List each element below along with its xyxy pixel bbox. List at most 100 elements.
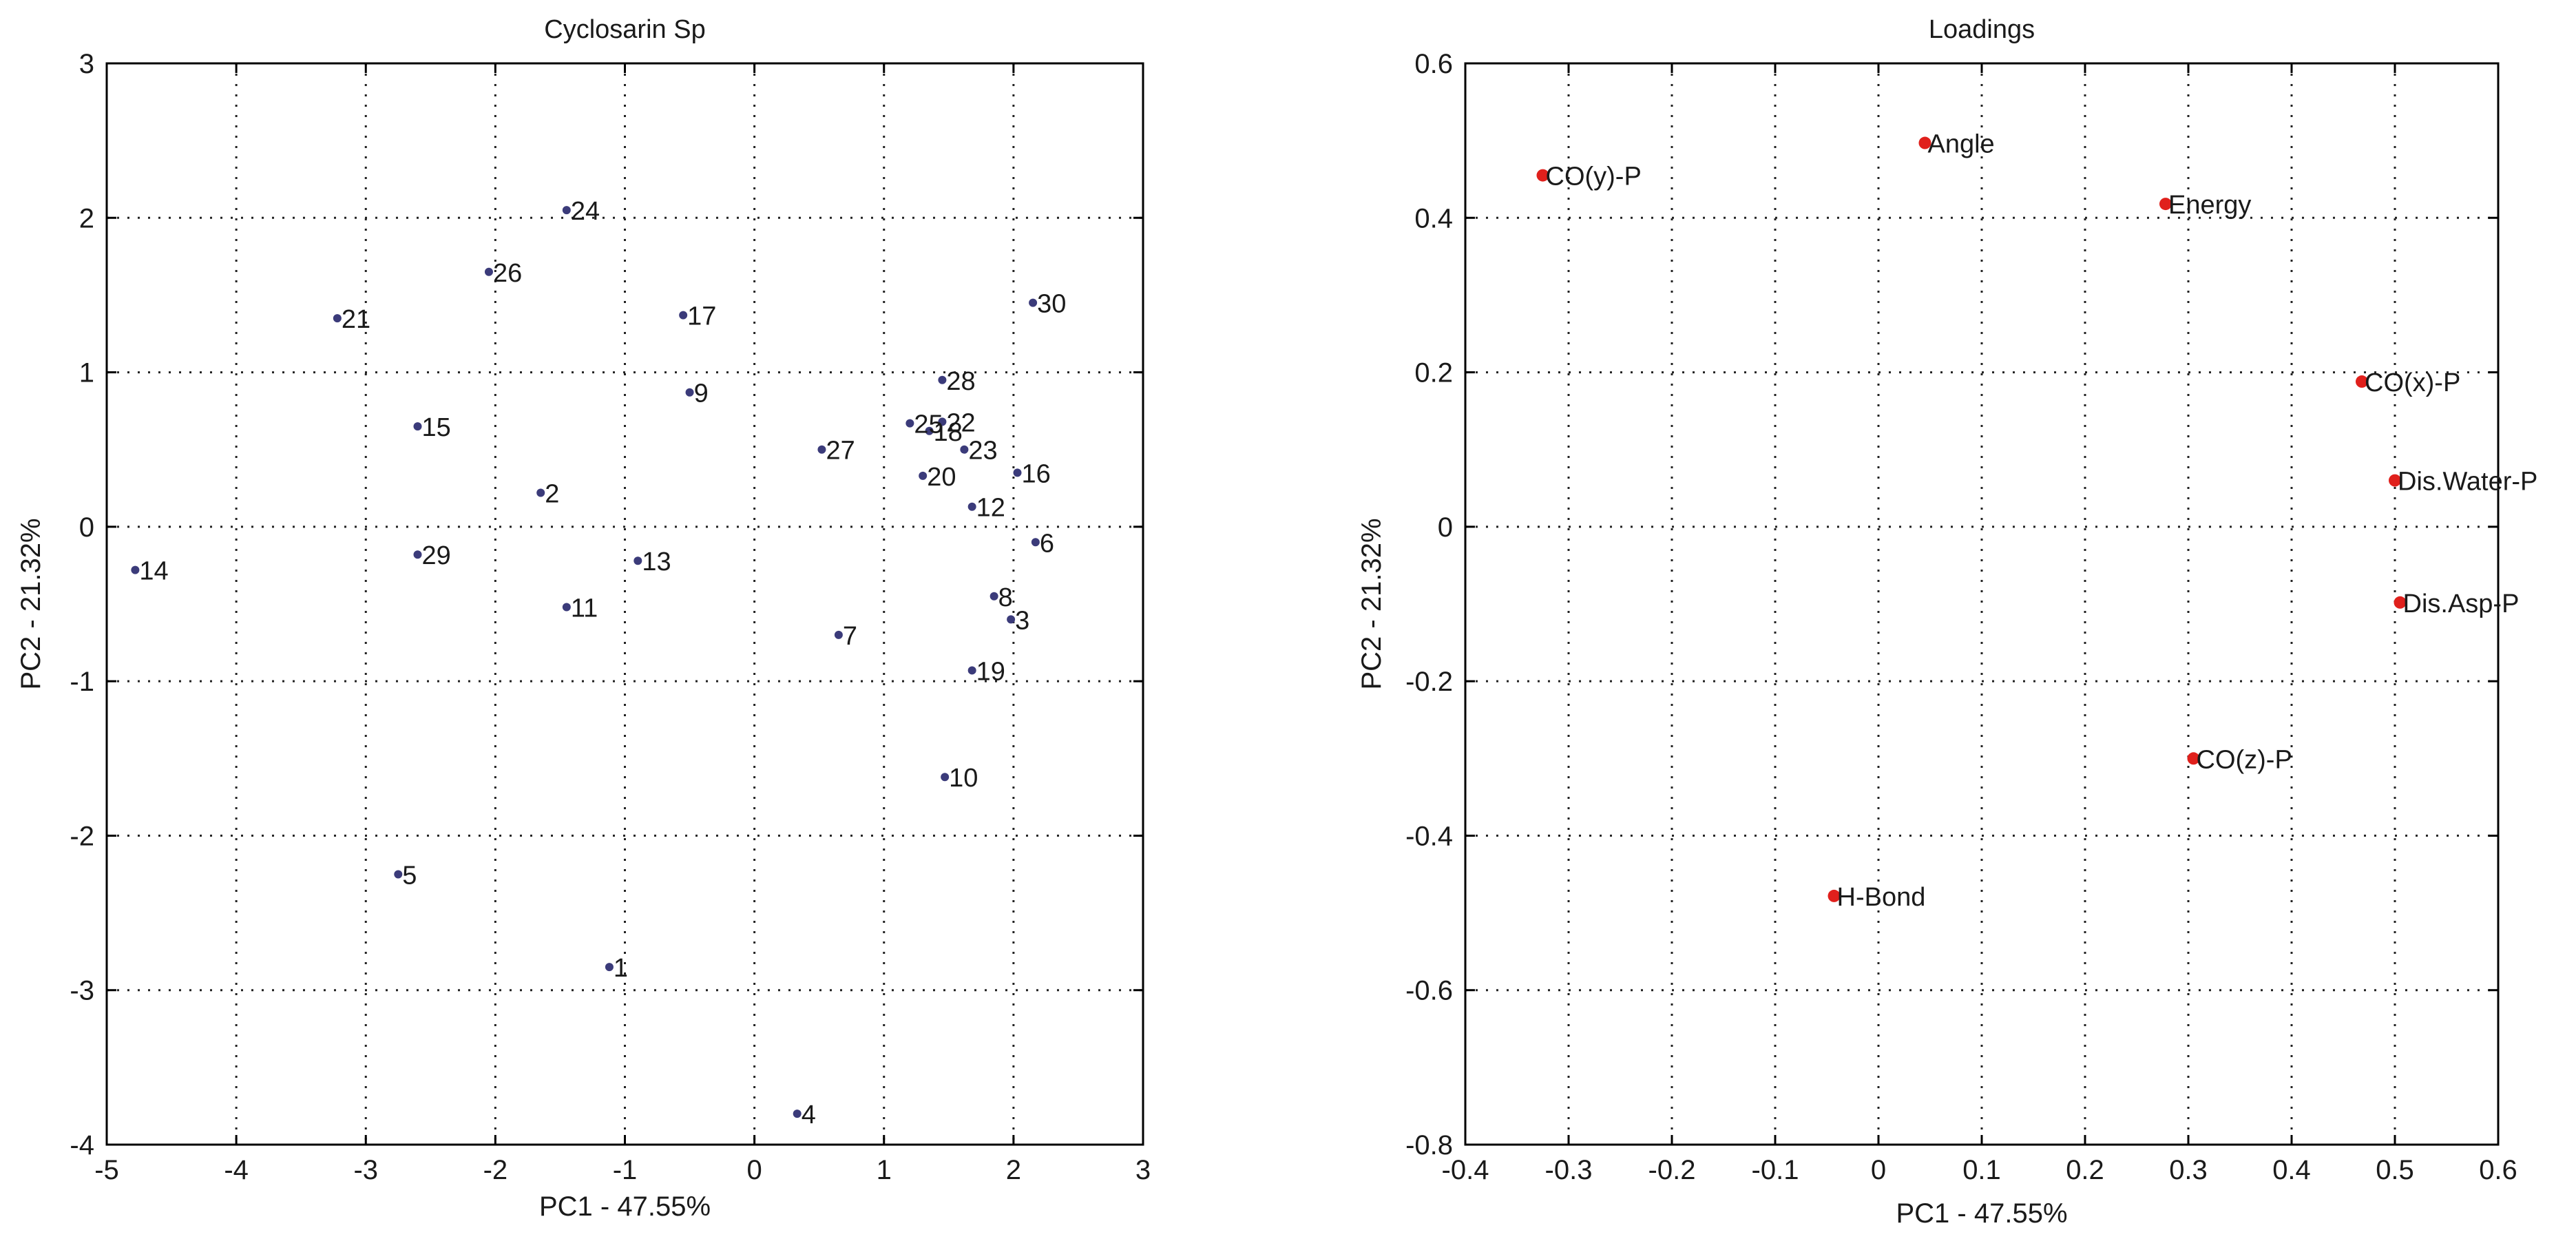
- data-point: [1007, 615, 1016, 624]
- y-tick-label: -1: [70, 667, 94, 697]
- data-point: [1536, 169, 1549, 182]
- x-tick-label: -5: [94, 1155, 119, 1185]
- y-tick-label: 0: [1438, 512, 1453, 543]
- data-point: [484, 267, 493, 276]
- x-tick-label: 0.1: [1962, 1155, 2001, 1185]
- x-axis-title: PC1 - 47.55%: [539, 1191, 711, 1222]
- y-tick-label: -0.2: [1405, 667, 1453, 697]
- plot-frame: [1464, 62, 2500, 1146]
- y-axis-title: PC2 - 21.32%: [16, 518, 46, 689]
- y-tick-label: 0.2: [1414, 358, 1453, 388]
- data-point-label: 24: [571, 197, 600, 226]
- y-tick-label: -3: [70, 976, 94, 1006]
- data-point: [413, 422, 422, 431]
- data-point: [793, 1110, 802, 1118]
- x-tick-label: 0.2: [2066, 1155, 2104, 1185]
- data-point: [1013, 468, 1022, 477]
- chart-title: Loadings: [1929, 15, 2035, 44]
- data-point: [941, 773, 950, 782]
- y-tick-label: 0.6: [1414, 49, 1453, 79]
- data-point: [938, 375, 947, 384]
- data-point: [817, 445, 826, 454]
- data-point-label: 2: [545, 480, 559, 509]
- x-tick-label: -0.4: [1442, 1155, 1489, 1185]
- data-point: [2394, 596, 2407, 609]
- data-point-label: 7: [843, 622, 857, 651]
- data-point-label: 4: [802, 1101, 816, 1129]
- data-point: [1031, 538, 1040, 547]
- y-tick-label: 3: [79, 49, 94, 79]
- data-point: [633, 556, 642, 565]
- data-point-label: CO(y)-P: [1546, 163, 1642, 191]
- data-point-label: 6: [1040, 529, 1054, 558]
- data-point-label: Energy: [2168, 191, 2251, 220]
- x-tick-label: 0: [747, 1155, 762, 1185]
- y-axis-title: PC2 - 21.32%: [1357, 518, 1387, 689]
- data-point: [685, 388, 694, 397]
- data-point-label: Dis.Water-P: [2398, 468, 2537, 497]
- data-point: [413, 550, 422, 559]
- data-point-label: 14: [139, 557, 168, 586]
- data-point-label: 13: [642, 548, 671, 576]
- data-point: [1029, 298, 1038, 307]
- data-point-label: 26: [493, 259, 522, 288]
- y-tick-label: 0.4: [1414, 203, 1453, 233]
- data-point-label: 9: [694, 379, 709, 408]
- y-tick-label: -4: [70, 1130, 94, 1160]
- data-point: [2159, 198, 2172, 211]
- data-point: [333, 314, 342, 323]
- x-tick-label: -0.3: [1545, 1155, 1593, 1185]
- data-point: [562, 206, 571, 215]
- data-point-label: 1: [614, 954, 628, 983]
- data-point-label: 27: [826, 437, 855, 466]
- data-point: [960, 445, 969, 454]
- data-point: [1918, 136, 1931, 149]
- x-axis-title: PC1 - 47.55%: [1896, 1198, 2067, 1229]
- data-point: [834, 630, 843, 639]
- data-point: [2389, 474, 2401, 487]
- data-point-label: 22: [946, 408, 975, 437]
- x-tick-label: 0.3: [2169, 1155, 2208, 1185]
- chart-panel-2: -0.4 -0.3 -0.2 -0.1 0 0.1 0.2 0.3 0.4 0.5 0.6-0.8-…: [1357, 15, 2537, 1229]
- data-point: [536, 488, 545, 497]
- x-tick-label: -4: [224, 1155, 249, 1185]
- data-point: [679, 311, 688, 320]
- x-tick-label: -3: [353, 1155, 378, 1185]
- data-point-label: 8: [998, 583, 1013, 612]
- data-point: [938, 417, 947, 426]
- data-point: [1828, 889, 1841, 902]
- x-tick-label: 0.4: [2272, 1155, 2311, 1185]
- data-point-label: Angle: [1928, 130, 1995, 159]
- data-point: [394, 870, 403, 879]
- data-point-label: CO(x)-P: [2365, 368, 2460, 397]
- data-point-label: 30: [1037, 290, 1066, 319]
- data-point: [925, 426, 934, 435]
- x-tick-label: 0.5: [2376, 1155, 2414, 1185]
- y-tick-label: -0.8: [1405, 1130, 1453, 1160]
- x-tick-label: 0.6: [2479, 1155, 2517, 1185]
- x-tick-label: 1: [877, 1155, 892, 1185]
- data-point: [131, 565, 140, 574]
- data-point: [2356, 375, 2368, 388]
- data-point-label: H-Bond: [1837, 883, 1926, 912]
- data-point: [605, 963, 614, 972]
- x-tick-label: -1: [613, 1155, 638, 1185]
- plot-frame: [105, 62, 1144, 1146]
- y-tick-label: 2: [79, 203, 94, 233]
- x-tick-label: -0.2: [1648, 1155, 1696, 1185]
- data-point-label: 15: [422, 413, 451, 442]
- y-tick-label: -0.6: [1405, 976, 1453, 1006]
- data-point-label: 19: [976, 657, 1005, 686]
- data-point-label: CO(z)-P: [2197, 745, 2292, 774]
- data-point: [919, 471, 928, 480]
- data-point-label: 5: [402, 862, 417, 890]
- data-point-label: 23: [968, 437, 997, 466]
- x-tick-label: -2: [483, 1155, 508, 1185]
- y-tick-label: 1: [79, 358, 94, 388]
- y-tick-label: -0.4: [1405, 821, 1453, 851]
- data-point: [989, 592, 998, 601]
- y-tick-label: 0: [79, 512, 94, 543]
- data-point-label: 11: [571, 594, 598, 623]
